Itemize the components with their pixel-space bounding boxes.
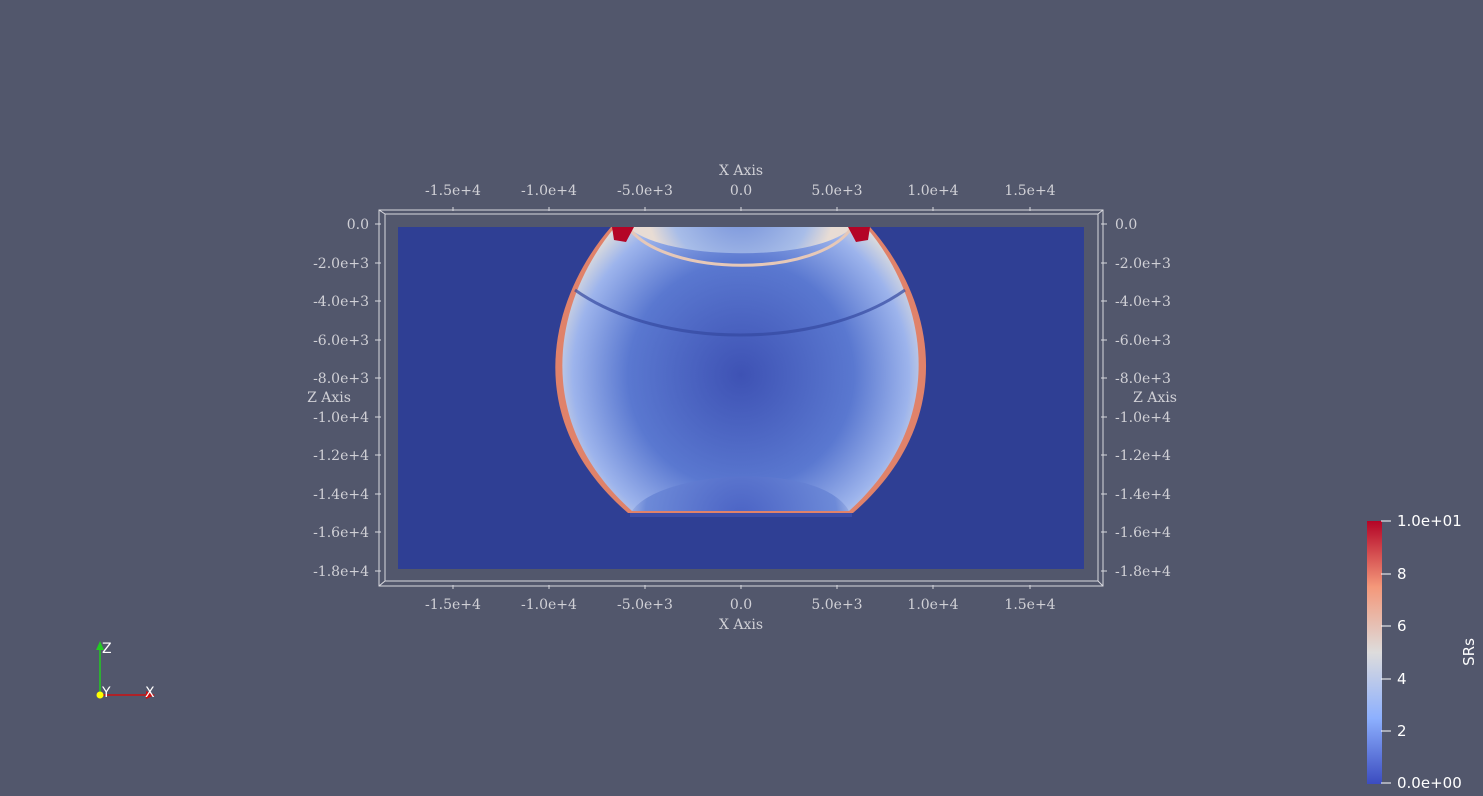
z-tick-label: 0.0: [347, 217, 369, 233]
x-tick-label: 1.5e+4: [1004, 597, 1055, 613]
interior-arc: [574, 288, 906, 337]
x-ticks-top: -1.5e+4 -1.0e+4 -5.0e+3 0.0 5.0e+3 1.0e+…: [425, 183, 1056, 199]
x-tick-marks: [452, 207, 1031, 589]
x-tick-label: -5.0e+3: [617, 183, 673, 199]
z-axis-title-left: Z Axis: [307, 390, 351, 406]
z-tick-marks: [375, 223, 1107, 572]
z-tick-label: -6.0e+3: [313, 333, 369, 349]
color-bar-label: 4: [1397, 670, 1407, 688]
z-tick-label: -1.8e+4: [1115, 564, 1171, 580]
x-tick-label: 0.0: [730, 597, 752, 613]
z-axis-title-right: Z Axis: [1133, 390, 1177, 406]
z-tick-label: -8.0e+3: [313, 371, 369, 387]
z-tick-label: -2.0e+3: [1115, 256, 1171, 272]
x-tick-label: 5.0e+3: [811, 597, 862, 613]
z-tick-label: -1.8e+4: [313, 564, 369, 580]
z-tick-label: -4.0e+3: [313, 294, 369, 310]
z-tick-label: 0.0: [1115, 217, 1137, 233]
x-tick-label: -5.0e+3: [617, 597, 673, 613]
x-tick-label: -1.0e+4: [521, 597, 577, 613]
hotspot-right: [848, 227, 870, 242]
x-ticks-bottom: -1.5e+4 -1.0e+4 -5.0e+3 0.0 5.0e+3 1.0e+…: [425, 597, 1056, 613]
bottom-edge: [630, 513, 852, 517]
z-ticks-left: 0.0 -2.0e+3 -4.0e+3 -6.0e+3 -8.0e+3 -1.0…: [313, 217, 369, 580]
lower-dome: [632, 476, 849, 511]
z-tick-label: -6.0e+3: [1115, 333, 1171, 349]
color-bar-legend[interactable]: 1.0e+01 8 6 4 2 0.0e+00 SRs: [1367, 512, 1478, 792]
x-tick-label: -1.5e+4: [425, 597, 481, 613]
z-tick-label: -4.0e+3: [1115, 294, 1171, 310]
orientation-y-label: Y: [101, 685, 111, 701]
z-tick-label: -8.0e+3: [1115, 371, 1171, 387]
x-tick-label: 5.0e+3: [811, 183, 862, 199]
z-tick-label: -1.2e+4: [1115, 448, 1171, 464]
x-tick-label: -1.0e+4: [521, 183, 577, 199]
top-cap: [628, 227, 852, 254]
color-bar-ticks: [1381, 520, 1391, 784]
z-tick-label: -2.0e+3: [313, 256, 369, 272]
z-tick-label: -1.6e+4: [1115, 525, 1171, 541]
x-tick-label: -1.5e+4: [425, 183, 481, 199]
x-axis-title-bottom: X Axis: [719, 617, 763, 633]
x-tick-label: 1.0e+4: [907, 183, 958, 199]
color-bar-label: 0.0e+00: [1397, 774, 1462, 792]
x-tick-label: 1.0e+4: [907, 597, 958, 613]
z-tick-label: -1.2e+4: [313, 448, 369, 464]
z-tick-label: -1.6e+4: [313, 525, 369, 541]
hotspot-left: [612, 227, 634, 242]
cap-edge: [626, 227, 854, 267]
orientation-z-label: Z: [102, 641, 112, 657]
x-tick-label: 0.0: [730, 183, 752, 199]
z-ticks-right: 0.0 -2.0e+3 -4.0e+3 -6.0e+3 -8.0e+3 -1.0…: [1115, 217, 1171, 580]
z-arrow-head: [96, 641, 104, 650]
x-tick-label: 1.5e+4: [1004, 183, 1055, 199]
x-arrow-head: [146, 691, 155, 699]
color-bar-label: 2: [1397, 722, 1407, 740]
orientation-axes-widget[interactable]: Z Y X: [96, 641, 155, 701]
color-bar-label: 1.0e+01: [1397, 512, 1462, 530]
z-tick-label: -1.0e+4: [313, 410, 369, 426]
z-tick-label: -1.4e+4: [313, 487, 369, 503]
z-tick-label: -1.0e+4: [1115, 410, 1171, 426]
scalar-field-plot: [398, 227, 1084, 569]
bubble-body: [562, 227, 919, 511]
orientation-x-label: X: [145, 685, 155, 701]
color-bar-title: SRs: [1460, 638, 1478, 666]
y-axis-dot: [96, 691, 104, 699]
color-bar-gradient: [1367, 521, 1382, 784]
color-bar-label: 6: [1397, 617, 1407, 635]
x-axis-title-top: X Axis: [719, 163, 763, 179]
color-bar-label: 8: [1397, 565, 1407, 583]
z-tick-label: -1.4e+4: [1115, 487, 1171, 503]
